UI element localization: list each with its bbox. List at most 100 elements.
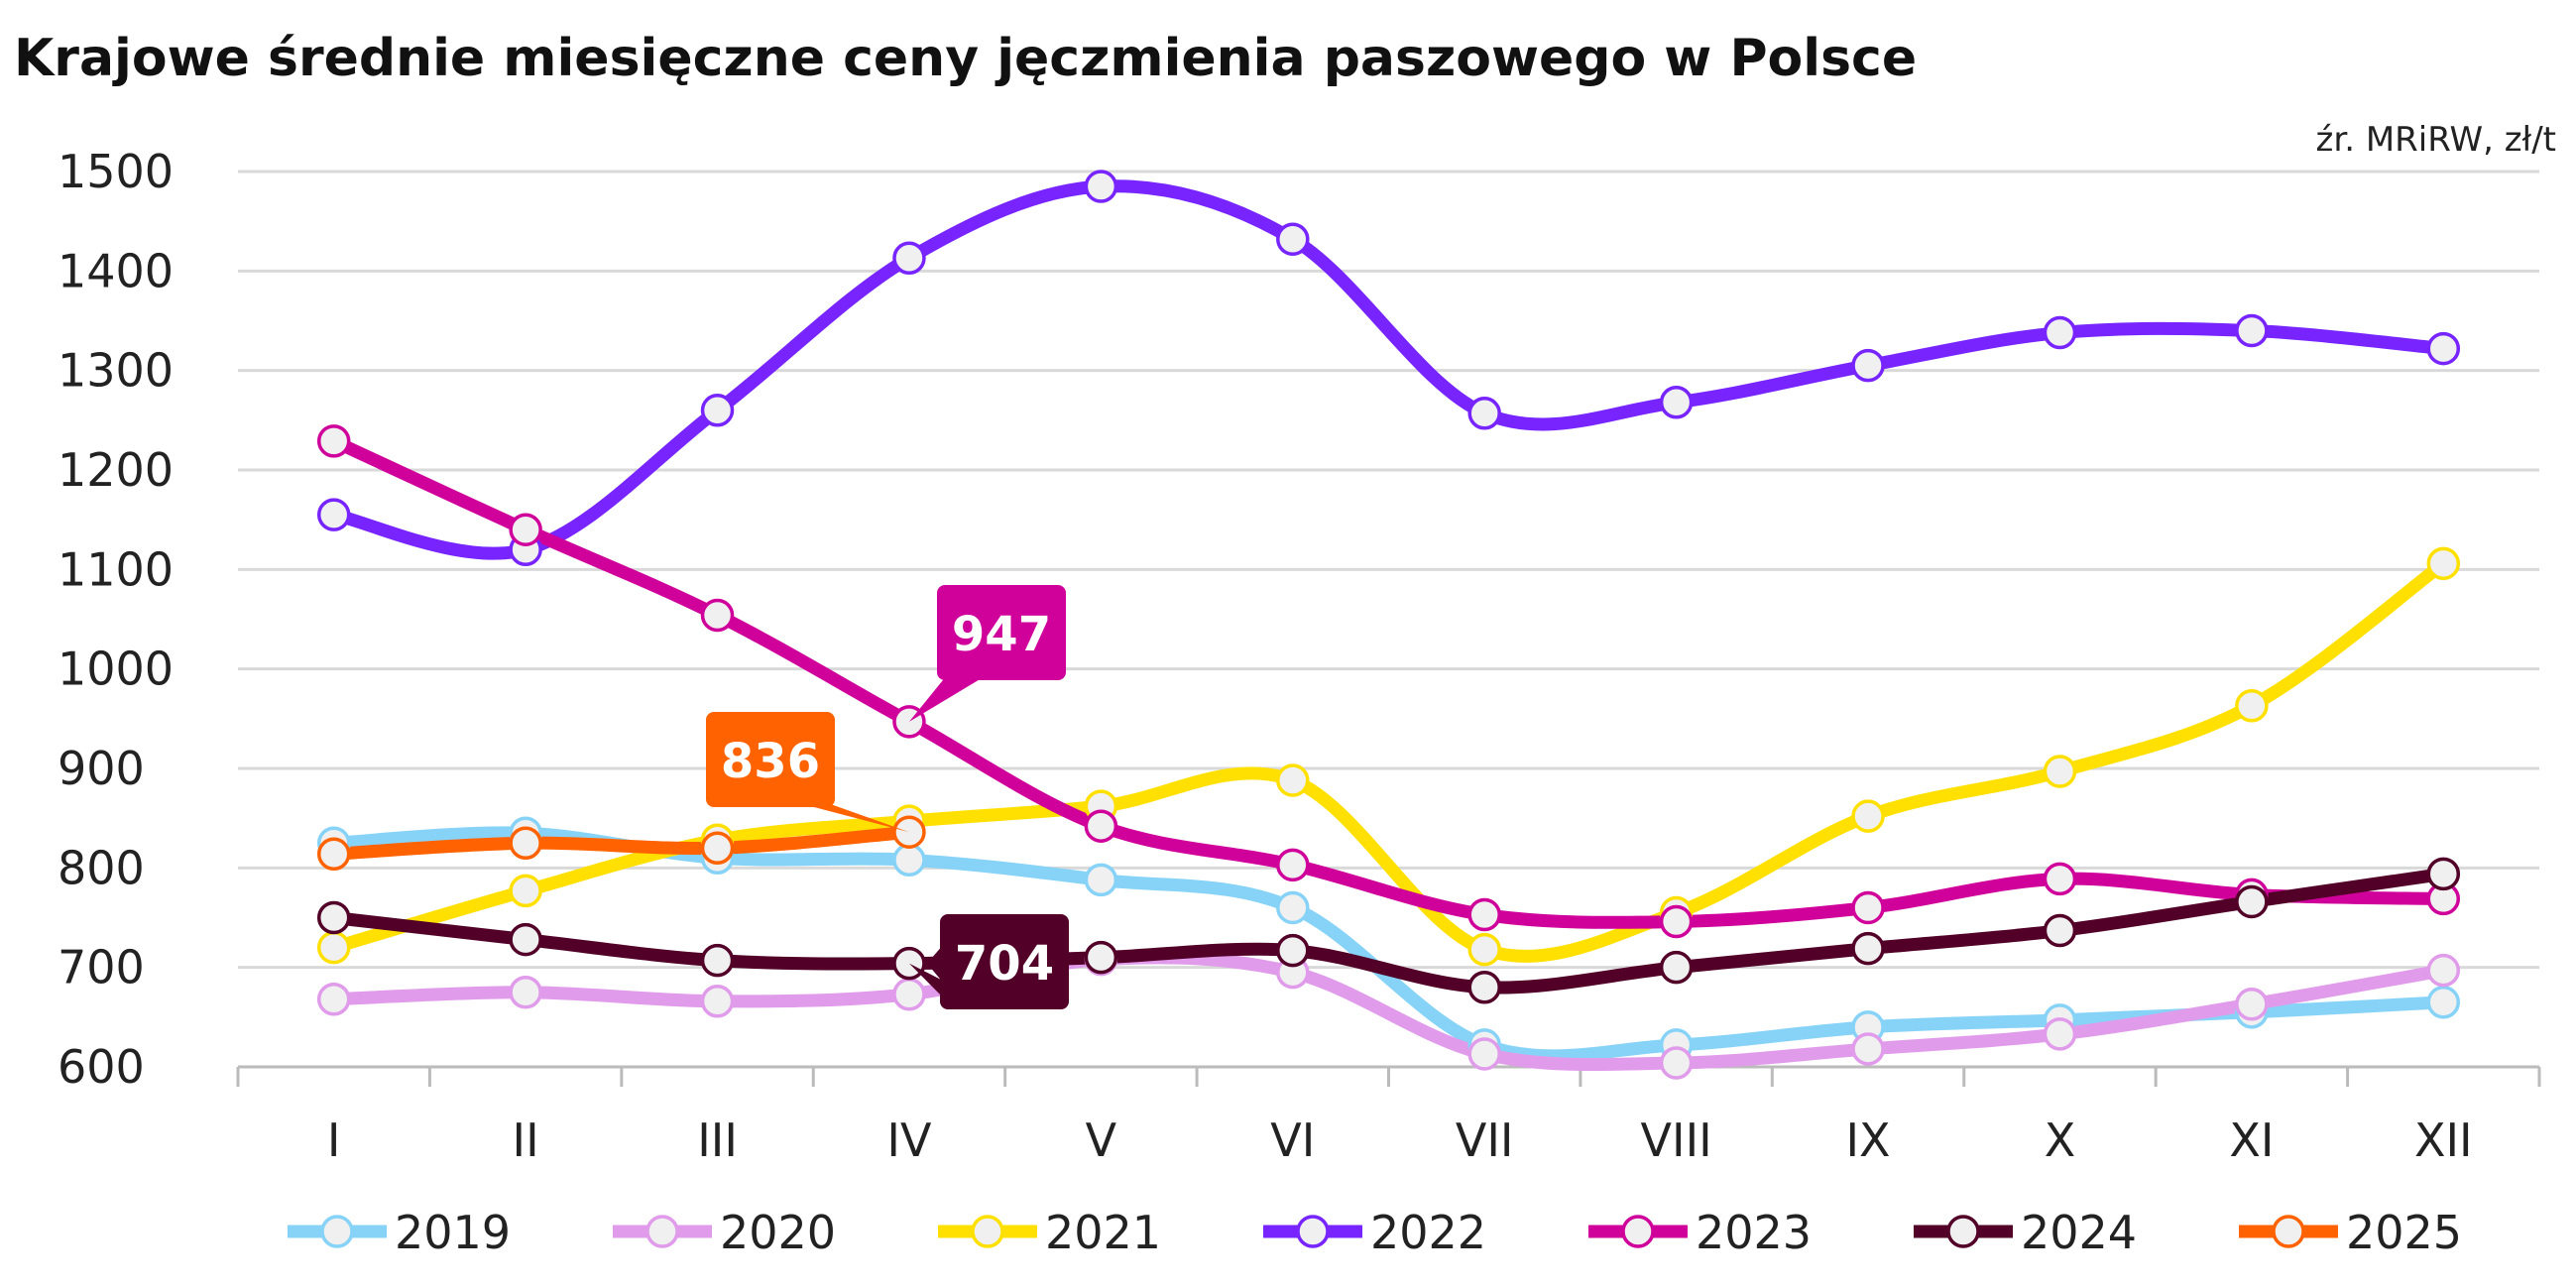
x-tick-label: XII [2414, 1113, 2473, 1167]
data-point-2024 [1851, 931, 1885, 966]
data-point-2020 [316, 983, 351, 1016]
data-point-2024 [2043, 913, 2077, 948]
annotation-box [706, 712, 835, 807]
data-point-2020 [2426, 953, 2461, 988]
legend-marker-2019 [320, 1215, 354, 1248]
x-tick-label: IX [1845, 1113, 1890, 1167]
data-point-2023 [700, 598, 735, 633]
annotation-pointer [795, 802, 909, 833]
data-point-2019 [892, 843, 926, 878]
series-line-2025 [327, 825, 916, 861]
data-point-2022 [892, 241, 926, 276]
data-point-2023 [1467, 897, 1501, 932]
data-point-2024 [2426, 857, 2461, 891]
data-point-2020 [1851, 1032, 1885, 1066]
data-point-2024 [700, 943, 735, 978]
legend-label: 2019 [395, 1206, 511, 1259]
legend-marker-2020 [645, 1215, 679, 1248]
x-tick-label: VIII [1641, 1113, 1712, 1167]
data-point-2022 [1276, 222, 1310, 256]
annotation-label: 836 [721, 734, 820, 789]
legend-label: 2021 [1045, 1206, 1161, 1259]
data-point-2020 [2235, 988, 2269, 1021]
y-tick-label: 600 [58, 1040, 145, 1094]
y-tick-label: 1300 [58, 344, 174, 398]
x-tick-label: V [1086, 1113, 1117, 1167]
legend-marker-2023 [1621, 1215, 1655, 1248]
y-tick-label: 700 [58, 941, 145, 995]
annotation-pointer [908, 675, 987, 722]
data-point-2021 [1276, 763, 1310, 797]
y-tick-label: 1500 [58, 145, 174, 198]
data-point-2019 [1276, 890, 1310, 925]
data-point-2021 [1851, 799, 1885, 833]
series-line-2024 [327, 867, 2450, 995]
legend-label: 2025 [2346, 1206, 2462, 1259]
data-point-2021 [509, 874, 542, 908]
data-point-2019 [1084, 863, 1118, 897]
annotation-label: 947 [952, 607, 1051, 662]
x-tick-label: VII [1456, 1113, 1514, 1167]
data-point-2020 [509, 976, 542, 1009]
data-point-2021 [1467, 932, 1501, 967]
data-point-2022 [1084, 170, 1118, 203]
data-point-2020 [700, 985, 735, 1018]
y-tick-label: 900 [58, 742, 145, 795]
x-tick-label: IV [886, 1113, 932, 1167]
data-point-2020 [2043, 1017, 2077, 1051]
data-point-2023 [1659, 904, 1694, 939]
chart-title: Krajowe średnie miesięczne ceny jęczmien… [14, 29, 1917, 88]
data-point-2024 [1467, 970, 1501, 1004]
data-point-2021 [2235, 689, 2269, 723]
x-tick-label: II [513, 1113, 539, 1167]
legend-label: 2020 [720, 1206, 836, 1259]
data-point-2023 [1084, 809, 1118, 843]
data-point-2020 [1467, 1037, 1501, 1071]
data-point-2021 [2043, 755, 2077, 788]
annotation-label: 704 [955, 936, 1054, 992]
data-point-2023 [316, 424, 351, 458]
legend-label: 2024 [2021, 1206, 2137, 1259]
annotation-box [940, 914, 1069, 1009]
data-point-2023 [1276, 848, 1310, 882]
data-point-2024 [1659, 950, 1694, 985]
x-tick-label: I [327, 1113, 341, 1167]
data-point-2022 [2043, 315, 2077, 350]
data-point-2023 [1851, 890, 1885, 925]
data-point-2024 [1276, 933, 1310, 968]
data-point-2019 [2426, 986, 2461, 1019]
legend-marker-2021 [971, 1215, 1004, 1248]
data-point-2022 [1851, 348, 1885, 383]
data-point-2024 [2235, 884, 2269, 919]
data-point-2020 [892, 978, 926, 1011]
data-point-2024 [316, 900, 351, 935]
source-note: źr. MRiRW, zł/t [2316, 120, 2557, 160]
data-point-2020 [1659, 1046, 1694, 1080]
legend-marker-2022 [1296, 1215, 1330, 1248]
data-point-2022 [2426, 331, 2461, 366]
data-point-2022 [1659, 386, 1694, 419]
data-point-2021 [316, 930, 351, 965]
x-tick-label: VI [1270, 1113, 1315, 1167]
data-point-2025 [509, 826, 542, 860]
legend-label: 2023 [1696, 1206, 1812, 1259]
x-tick-label: III [697, 1113, 738, 1167]
y-tick-label: 1200 [58, 443, 174, 497]
data-point-2022 [316, 498, 351, 531]
y-tick-label: 800 [58, 841, 145, 894]
y-tick-label: 1000 [58, 643, 174, 696]
legend-marker-2024 [1946, 1215, 1980, 1248]
x-tick-label: X [2045, 1113, 2076, 1167]
data-point-2022 [2235, 313, 2269, 348]
data-point-2022 [700, 394, 735, 427]
data-point-2023 [509, 513, 542, 546]
annotation-pointer [926, 944, 944, 984]
y-tick-label: 1400 [58, 244, 174, 297]
y-tick-label: 1100 [58, 542, 174, 596]
data-point-2023 [2043, 862, 2077, 896]
data-point-2024 [1084, 940, 1118, 975]
legend-marker-2025 [2272, 1215, 2305, 1248]
x-tick-label: XI [2229, 1113, 2274, 1167]
data-point-2025 [316, 837, 351, 872]
